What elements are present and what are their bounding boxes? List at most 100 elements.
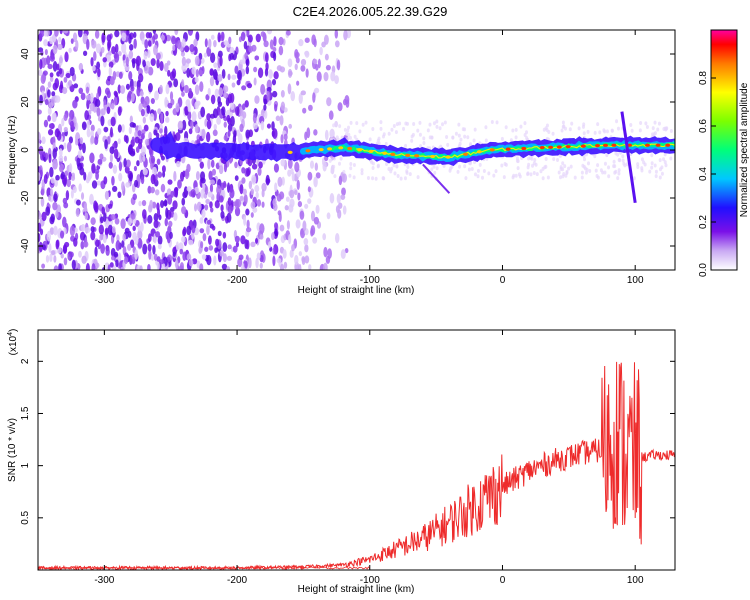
noise-blob (68, 163, 73, 174)
noise-blob (78, 183, 82, 192)
noise-blob (222, 242, 228, 252)
noise-blob (221, 106, 226, 116)
noise-blob (144, 138, 150, 146)
noise-blob (160, 112, 164, 124)
noise-blob (230, 115, 235, 127)
noise-blob (219, 250, 224, 257)
noise-blob (55, 174, 60, 181)
noise-blob (103, 176, 108, 185)
noise-blob (52, 159, 58, 170)
noise-blob (308, 264, 312, 270)
noise-blob (294, 48, 299, 59)
haze-blob (585, 167, 589, 172)
noise-blob (118, 71, 123, 79)
noise-blob (304, 255, 310, 264)
noise-blob (288, 234, 292, 245)
noise-blob (245, 227, 252, 233)
noise-blob (91, 180, 98, 189)
noise-blob (301, 257, 306, 266)
noise-blob (49, 166, 54, 178)
haze-blob (368, 137, 372, 142)
noise-blob (238, 254, 244, 261)
ridge-spot (338, 146, 344, 150)
noise-blob (68, 47, 72, 53)
noise-blob (156, 261, 160, 270)
haze-blob (470, 166, 474, 171)
noise-blob (239, 184, 244, 195)
noise-blob (143, 50, 148, 60)
haze-blob (588, 169, 592, 174)
noise-blob (63, 177, 67, 188)
noise-blob (215, 238, 220, 247)
haze-blob (636, 162, 640, 167)
noise-blob (250, 188, 255, 196)
noise-blob (59, 164, 64, 173)
noise-blob (115, 259, 119, 268)
haze-blob (334, 122, 338, 127)
x-tick-label: -100 (360, 275, 380, 286)
haze-blob (612, 164, 616, 169)
noise-blob (181, 38, 186, 48)
noise-blob (101, 32, 106, 43)
noise-blob (270, 232, 275, 240)
noise-blob (145, 31, 151, 39)
haze-blob (347, 132, 351, 137)
haze-blob (473, 127, 477, 132)
noise-blob (157, 235, 163, 246)
noise-blob (77, 30, 83, 38)
noise-blob (223, 40, 229, 46)
noise-blob (167, 69, 171, 77)
noise-blob (149, 148, 154, 157)
noise-blob (128, 33, 132, 44)
haze-blob (494, 169, 498, 174)
haze-blob (466, 135, 470, 140)
noise-blob (78, 250, 82, 258)
snr-scale-exp: 4 (7, 332, 14, 336)
haze-blob (445, 135, 449, 140)
noise-blob (108, 61, 114, 68)
noise-blob (250, 201, 256, 209)
y-tick-label: -40 (20, 238, 31, 253)
noise-blob (101, 206, 106, 215)
haze-blob (379, 126, 383, 131)
noise-blob (180, 51, 186, 57)
noise-blob (147, 66, 154, 76)
noise-blob (296, 80, 300, 86)
noise-blob (73, 237, 78, 247)
noise-blob (324, 129, 329, 141)
noise-blob (221, 31, 225, 42)
noise-blob (75, 39, 79, 50)
noise-blob (157, 243, 162, 250)
noise-blob (97, 116, 101, 122)
noise-blob (53, 265, 59, 270)
haze-blob (645, 125, 649, 130)
noise-blob (72, 32, 78, 43)
noise-blob (83, 202, 88, 213)
noise-blob (148, 233, 152, 243)
noise-blob (235, 106, 240, 117)
noise-blob (330, 71, 336, 82)
haze-blob (617, 171, 621, 176)
noise-blob (110, 103, 115, 110)
ridge-spot (505, 147, 511, 151)
noise-blob (273, 163, 280, 173)
ridge-spot (565, 145, 571, 149)
noise-blob (274, 103, 278, 112)
haze-blob (352, 163, 356, 168)
noise-blob (177, 179, 182, 189)
noise-blob (63, 113, 68, 122)
noise-blob (137, 225, 141, 232)
noise-blob (103, 126, 109, 133)
noise-blob (217, 73, 223, 82)
noise-blob (108, 161, 113, 169)
noise-blob (210, 34, 215, 40)
noise-blob (336, 59, 341, 71)
colorbar-ticks: 0.0 0.2 0.4 0.6 0.8 (698, 71, 716, 277)
noise-blob (121, 181, 125, 192)
noise-blob (314, 87, 320, 94)
ridge-spot (611, 143, 617, 147)
noise-blob (159, 84, 163, 95)
colorbar-gradient (710, 29, 738, 271)
noise-blob (146, 104, 151, 114)
noise-blob (278, 45, 284, 56)
